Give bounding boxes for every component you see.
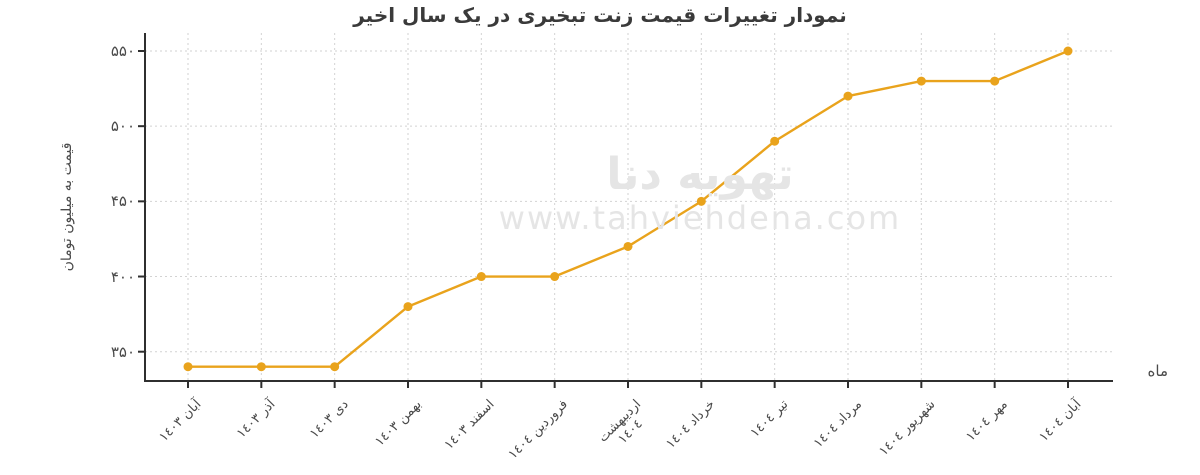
data-point [843,91,853,101]
data-point [476,272,486,282]
y-tick-label: ۵۰۰ [110,117,135,136]
data-point [916,76,926,86]
data-point [550,272,560,282]
data-point [696,196,706,206]
data-point [770,136,780,146]
data-point [183,362,193,372]
y-tick-label: ۳۵۰ [110,342,135,361]
x-axis-title: ماه [1147,362,1168,380]
data-point [990,76,1000,86]
chart-title: نمودار تغییرات قیمت زنت تبخیری در یک سال… [353,3,847,27]
y-tick-label: ۵۵۰ [110,42,135,60]
y-tick-label: ۴۰۰ [110,267,135,286]
data-point [623,241,633,251]
data-point [256,362,266,372]
data-point [330,362,340,372]
data-point [403,302,413,312]
data-point [1063,46,1073,56]
y-tick-label: ۴۵۰ [110,192,135,211]
